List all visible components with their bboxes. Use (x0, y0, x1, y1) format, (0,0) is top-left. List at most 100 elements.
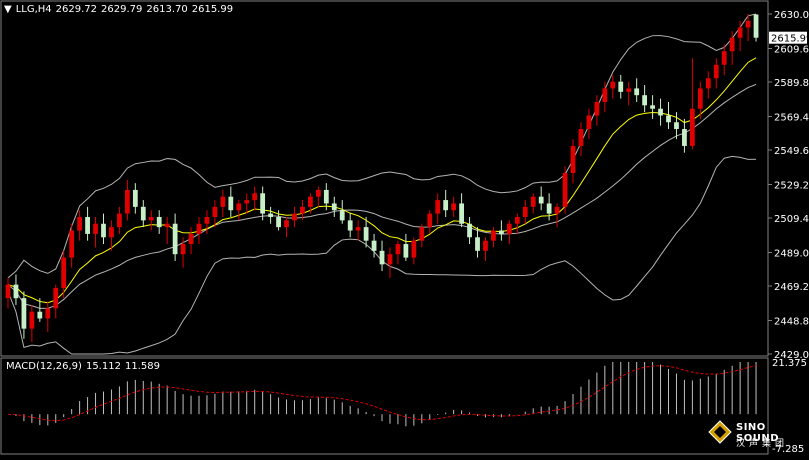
price-tick-label: 2489.00 (774, 249, 809, 260)
candle-body (626, 88, 632, 92)
candle-body (658, 108, 663, 116)
candle-body (435, 200, 441, 214)
candle-body (562, 173, 568, 207)
candle-body (674, 122, 679, 130)
candle-body (610, 81, 616, 89)
candle-body (522, 206, 528, 217)
candle-body (77, 216, 83, 231)
candle-body (379, 250, 385, 265)
open-value: 2629.72 (55, 4, 98, 15)
symbol-label: LLG,H4 (15, 4, 52, 15)
candle-body (650, 105, 655, 109)
candle-body (339, 210, 345, 221)
candle-body (371, 240, 377, 251)
candle-body (570, 145, 576, 174)
candle-body (260, 193, 266, 214)
candle-body (475, 237, 480, 251)
candle-body (483, 240, 488, 251)
candle-body (642, 95, 648, 106)
candle-body (101, 223, 106, 238)
sino-sound-logo: SINO SOUND 汉声集团 (706, 414, 804, 452)
price-tick-label: 2609.60 (774, 45, 809, 56)
macd-panel-frame (0, 357, 769, 455)
candle-body (419, 227, 425, 241)
candle-body (156, 216, 162, 228)
macd-header: MACD(12,26,9) 15.112 11.589 (6, 361, 164, 372)
candle-body (530, 196, 536, 207)
candle-body (164, 223, 170, 228)
candle-body (745, 20, 751, 28)
candle-body (499, 230, 504, 234)
candle-body (514, 216, 520, 224)
candle-body (236, 203, 242, 211)
candle-body (737, 27, 743, 38)
candle-body (244, 200, 250, 204)
candle-body (212, 206, 218, 217)
candle-body (387, 254, 393, 265)
candle-body (443, 200, 449, 211)
macd-main-value: 15.112 (85, 361, 121, 372)
candle-body (204, 216, 210, 224)
price-tick-label: 2569.40 (774, 113, 809, 124)
macd-signal-line (7, 365, 757, 422)
candle-body (721, 51, 727, 65)
candle-body (618, 81, 624, 92)
candle-body (188, 233, 194, 245)
price-tick-label: 2630.00 (774, 10, 809, 21)
candle-body (697, 88, 703, 109)
candle-body (634, 88, 640, 96)
logo-subtitle: 汉声集团 (736, 439, 789, 449)
candle-body (538, 196, 544, 204)
candle-body (5, 284, 11, 299)
candle-body (451, 203, 457, 211)
candle-body (467, 223, 472, 238)
candle-body (29, 311, 35, 329)
price-tick-label: 2448.80 (774, 317, 809, 328)
candle-body (124, 189, 130, 214)
candle-body (148, 216, 154, 221)
candle-body (21, 298, 27, 329)
low-value: 2613.70 (146, 4, 188, 15)
candle-body (45, 308, 51, 319)
candle-body (546, 203, 552, 214)
candle-body (276, 216, 281, 228)
candle-body (491, 230, 496, 241)
bollinger-middle-band (7, 83, 757, 309)
candle-body (61, 257, 67, 289)
candle-body (729, 37, 735, 52)
macd-label: MACD(12,26,9) (6, 361, 82, 372)
price-tick-label: 2549.60 (774, 146, 809, 157)
candle-body (586, 115, 592, 130)
close-value: 2615.99 (191, 4, 234, 15)
candle-body (300, 206, 305, 214)
candle-body (689, 108, 695, 146)
candle-body (53, 288, 59, 309)
candle-body (117, 213, 122, 228)
candle-body (331, 203, 337, 211)
candle-body (37, 311, 43, 319)
dropdown-triangle-icon[interactable]: ▼ (4, 4, 12, 15)
candle-body (347, 220, 353, 231)
macd-signal-value: 11.589 (124, 361, 160, 372)
candle-body (228, 196, 234, 211)
candle-body (713, 64, 719, 79)
diamond-logo-icon (708, 420, 732, 444)
candle-body (308, 196, 313, 207)
candle-body (411, 240, 417, 258)
candle-body (315, 189, 321, 197)
candle-body (705, 78, 711, 89)
candle-body (140, 206, 146, 221)
price-tick-label: 2529.20 (774, 181, 809, 192)
candle-body (363, 227, 369, 241)
candle-body (554, 206, 560, 214)
candle-body (109, 227, 114, 238)
macd-axis-min-label: -7.285 (772, 444, 804, 455)
candle-body (196, 223, 202, 234)
candle-body (93, 223, 98, 234)
high-value: 2629.79 (101, 4, 143, 15)
candle-body (323, 189, 329, 204)
candle-body (682, 129, 687, 146)
candle-body (292, 213, 297, 221)
